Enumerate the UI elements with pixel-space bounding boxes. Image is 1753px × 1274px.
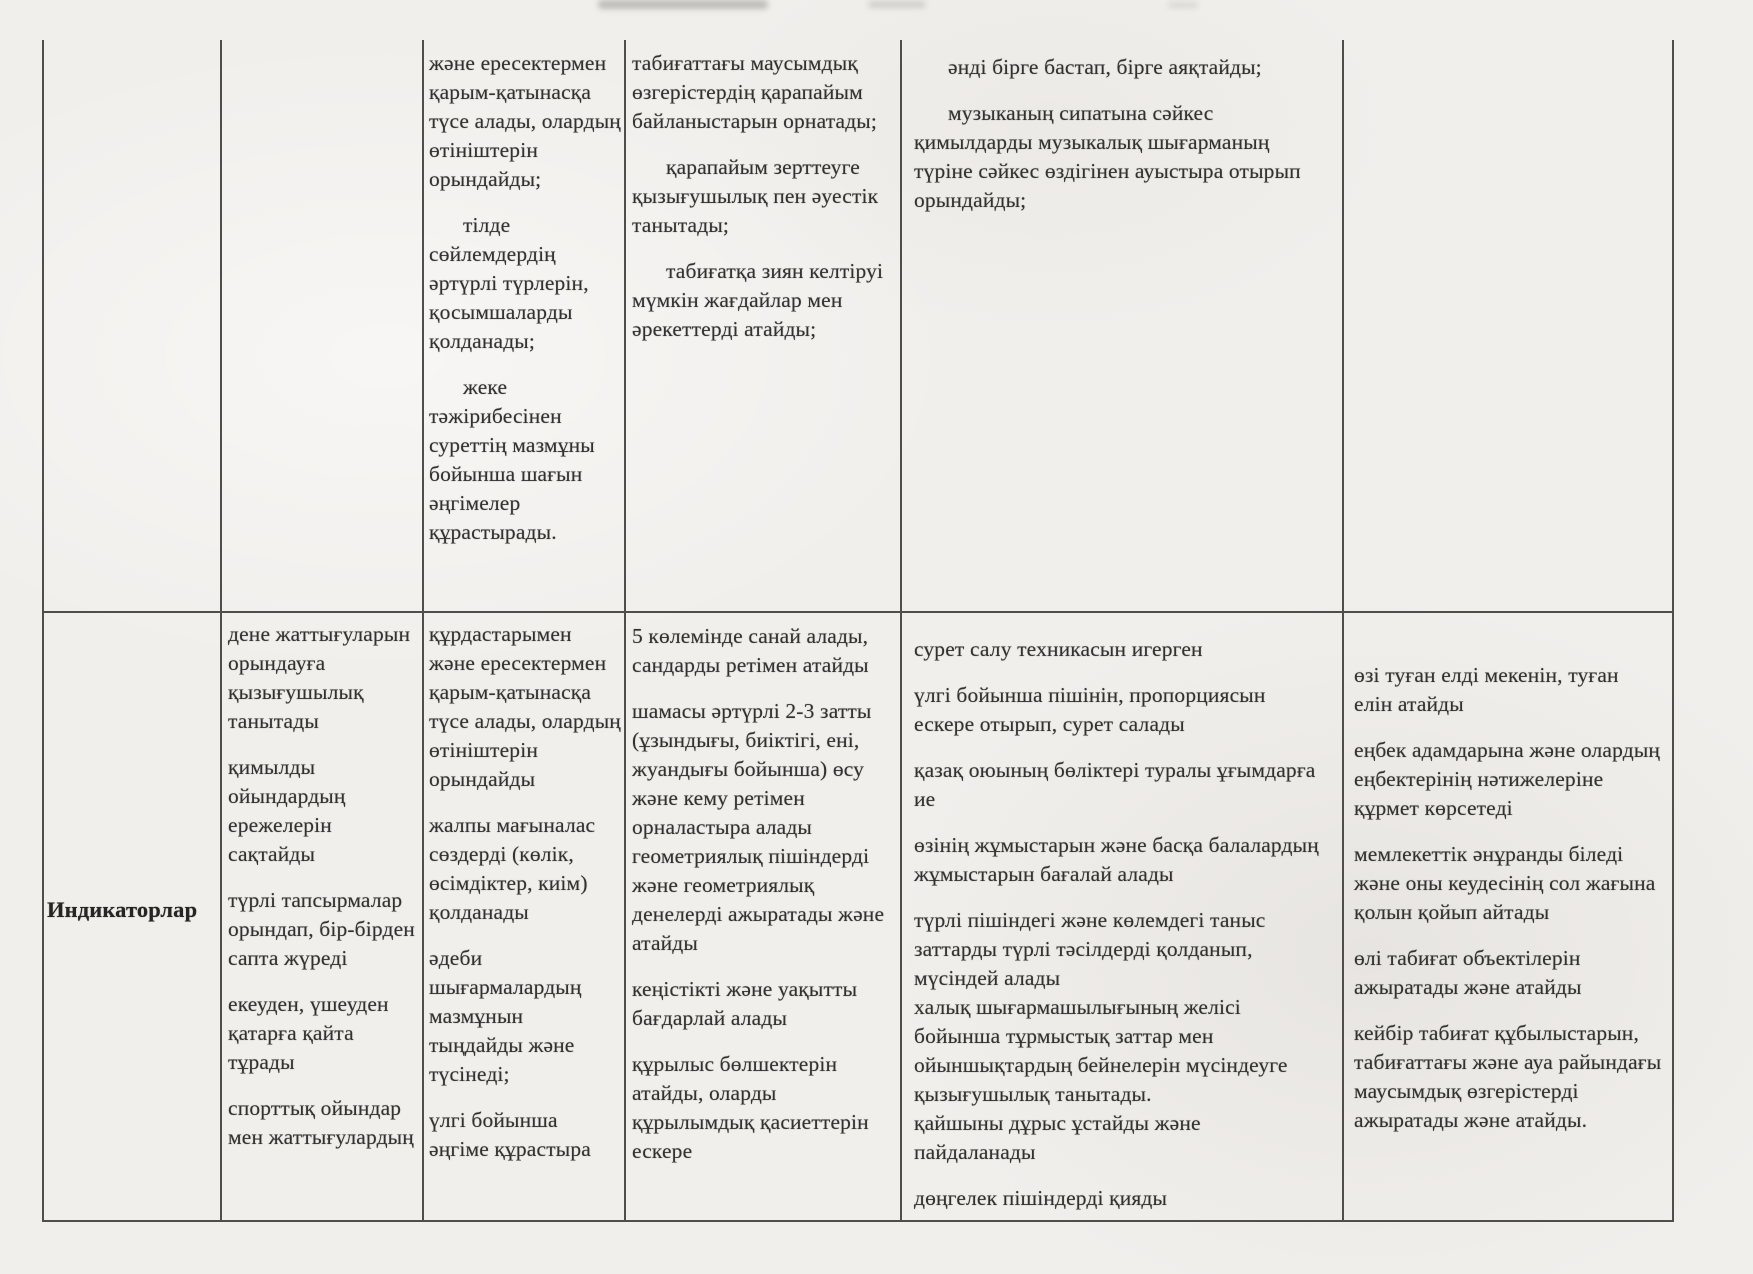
paragraph: және ересектермен қарым-қатынасқа түсе а… (429, 51, 621, 191)
paragraph: табиғатқа зиян келтіруі мүмкін жағдайлар… (632, 259, 884, 341)
paragraph: дене жаттығуларын орындауға қызығушылық … (228, 622, 411, 733)
paragraph: сурет салу техникасын игерген (914, 637, 1203, 661)
paragraph: еңбек адамдарына және олардың еңбектерін… (1354, 738, 1661, 820)
paragraph: өзінің жұмыстарын және басқа балалардың … (914, 833, 1319, 886)
cell-r1-c6 (1344, 40, 1672, 613)
cell-r1-c4-nature: табиғаттағы маусымдық өзгерістердің қара… (626, 40, 902, 613)
cell-r2-c5-art: сурет салу техникасын игерген үлгі бойынш… (902, 613, 1344, 1220)
paragraph: халық шығармашылығының желісі бойынша тұ… (914, 995, 1288, 1106)
paragraph: қайшыны дұрыс ұстайды және пайдаланады (914, 1111, 1201, 1164)
cell-r1-c3-communication: және ересектермен қарым-қатынасқа түсе а… (424, 40, 626, 613)
scan-smudge (1168, 2, 1198, 8)
paragraph: құрдастарымен және ересектермен қарым-қа… (429, 622, 621, 791)
paragraph: өзі туған елді мекенін, туған елін атайд… (1354, 663, 1619, 716)
paragraph: қазақ оюының бөліктері туралы ұғымдарға … (914, 758, 1316, 811)
paragraph: өлі табиғат объектілерін ажыратады және … (1354, 946, 1582, 999)
paragraph: құрылыс бөлшектерін атайды, оларды құрыл… (632, 1052, 869, 1163)
paragraph: кейбір табиғат құбылыстарын, табиғаттағы… (1354, 1021, 1662, 1132)
paragraph: дөңгелек пішіндерді қияды (914, 1186, 1168, 1210)
row-label-indicators: Индикаторлар (47, 897, 198, 922)
paragraph: қимылды ойындардың ережелерін сақтайды (228, 755, 346, 866)
scan-smudge (868, 1, 926, 8)
paragraph: кеңістікті және уақытты бағдарлай алады (632, 977, 858, 1030)
cell-r1-c1 (44, 40, 222, 613)
paragraph: 5 көлемінде санай алады, сандарды ретіме… (632, 624, 869, 677)
paragraph: түрлі тапсырмалар орындап, бір-бірден са… (228, 888, 415, 970)
paragraph: үлгі бойынша пішінін, пропорциясын ескер… (914, 683, 1266, 736)
paragraph: әдеби шығармалардың мазмұнын тыңдайды жә… (429, 946, 582, 1086)
paragraph: екеуден, үшеуден қатарға қайта тұрады (228, 992, 389, 1074)
paragraph: мемлекеттік әнұранды біледі және оны кеу… (1354, 842, 1656, 924)
paragraph: спорттық ойындар мен жаттығулардың (228, 1096, 414, 1149)
paragraph: жалпы мағыналас сөздерді (көлік, өсімдік… (429, 813, 596, 924)
paragraph: үлгі бойынша әңгіме құрастыра (429, 1108, 591, 1161)
paragraph: әнді бірге бастап, бірге аяқтайды; (948, 55, 1262, 79)
cell-r1-c2 (222, 40, 424, 613)
cell-r2-c6-social: өзі туған елді мекенін, туған елін атайд… (1344, 613, 1672, 1220)
paragraph: музыканың сипатына сәйкес қимылдарды муз… (914, 101, 1301, 212)
paragraph: түрлі пішіндегі және көлемдегі таныс зат… (914, 908, 1266, 990)
scan-smudge (598, 0, 768, 9)
cell-r2-c2-physical: дене жаттығуларын орындауға қызығушылық … (222, 613, 424, 1220)
cell-r2-c3-speech: құрдастарымен және ересектермен қарым-қа… (424, 613, 626, 1220)
cell-r2-c4-math: 5 көлемінде санай алады, сандарды ретіме… (626, 613, 902, 1220)
paragraph: шамасы әртүрлі 2-3 затты (ұзындығы, биік… (632, 699, 872, 839)
paragraph: геометриялық пішіндерді және геометриялы… (632, 844, 885, 955)
cell-r1-c5-music: әнді бірге бастап, бірге аяқтайды; музыка… (902, 40, 1344, 613)
paragraph: тілде сөйлемдердің әртүрлі түрлерін, қос… (429, 213, 589, 353)
paragraph: жеке тәжірибесінен суреттің мазмұны бойы… (429, 375, 595, 544)
standards-table: және ересектермен қарым-қатынасқа түсе а… (42, 40, 1674, 1222)
paragraph: табиғаттағы маусымдық өзгерістердің қара… (632, 51, 878, 133)
cell-r2-c1-row-header: Индикаторлар (44, 613, 222, 1220)
paragraph: қарапайым зерттеуге қызығушылық пен әуес… (632, 155, 879, 237)
